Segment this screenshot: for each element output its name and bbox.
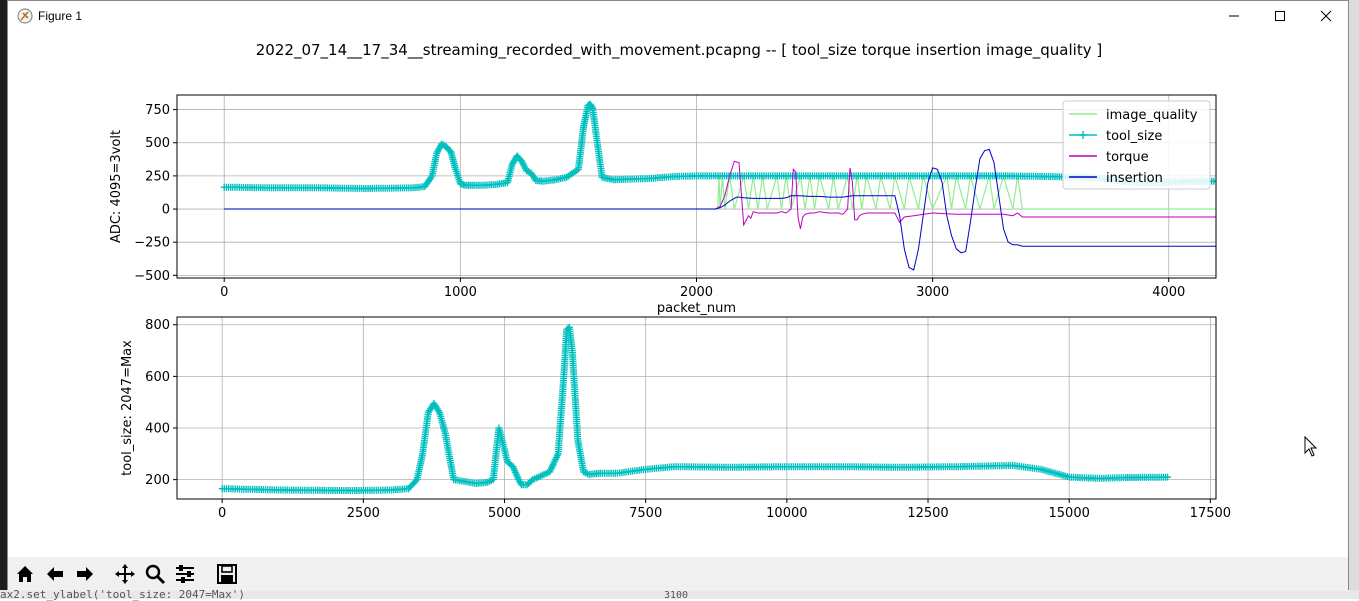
x-tick-label: 17500 xyxy=(1190,506,1231,521)
x-tick-label: 15000 xyxy=(1049,506,1090,521)
back-button[interactable] xyxy=(41,560,69,588)
close-button[interactable] xyxy=(1303,1,1349,31)
y-tick-label: −500 xyxy=(134,269,170,284)
home-icon xyxy=(17,566,33,582)
series-tool-size-marker xyxy=(1210,177,1216,185)
series-tool-size-marker xyxy=(588,103,596,111)
figure-canvas[interactable]: 2022_07_14__17_34__streaming_recorded_wi… xyxy=(8,31,1348,557)
y-tick-label: 800 xyxy=(145,318,170,333)
minimize-icon xyxy=(1229,15,1239,17)
legend-label-insertion: insertion xyxy=(1106,171,1163,186)
y-tick-label: 200 xyxy=(145,473,170,488)
legend-label-torque: torque xyxy=(1106,150,1149,165)
app-icon xyxy=(17,8,33,24)
forward-icon xyxy=(77,567,93,581)
close-icon xyxy=(1320,10,1332,22)
x-tick-label: 1000 xyxy=(444,285,477,300)
axes-bottom-frame xyxy=(176,316,1217,500)
background-editor-strip xyxy=(0,0,7,599)
title-bar[interactable]: Figure 1 xyxy=(8,1,1348,31)
x-tick-label: 5000 xyxy=(488,506,521,521)
configure-button[interactable] xyxy=(171,560,199,588)
pan-button[interactable] xyxy=(111,560,139,588)
y-tick-label: −250 xyxy=(134,236,170,251)
navigation-toolbar xyxy=(8,557,1348,591)
y-tick-label: 500 xyxy=(145,136,170,151)
zoom-icon xyxy=(145,564,166,585)
configure-icon xyxy=(176,565,194,583)
x-tick-label: 10000 xyxy=(766,506,807,521)
window-title: Figure 1 xyxy=(38,9,83,23)
background-code-text: ax2.set_ylabel('tool_size: 2047=Max') xyxy=(0,588,246,601)
y-tick-label: 250 xyxy=(145,169,170,184)
x-tick-label: 7500 xyxy=(629,506,662,521)
axes-top-xlabel: packet_num xyxy=(657,301,736,316)
axes-bottom: 0 2500 5000 7500 10000 12500 15000 17500 200 400 6… xyxy=(120,316,1231,521)
series-tool-size-bottom-markers xyxy=(218,323,1172,494)
x-tick-label: 2500 xyxy=(347,506,380,521)
save-button[interactable] xyxy=(213,560,241,588)
axes-bottom-plot-area xyxy=(218,323,1172,494)
x-tick-label: 12500 xyxy=(907,506,948,521)
legend-label-image_quality: image_quality xyxy=(1106,108,1198,123)
back-icon xyxy=(47,567,63,581)
background-number-text: 3100 xyxy=(664,590,689,601)
home-button[interactable] xyxy=(11,560,39,588)
y-tick-label: 0 xyxy=(162,203,170,218)
background-desktop-edge xyxy=(1349,0,1359,599)
minimize-button[interactable] xyxy=(1211,1,1257,31)
maximize-icon xyxy=(1275,11,1285,21)
figure-suptitle: 2022_07_14__17_34__streaming_recorded_wi… xyxy=(256,41,1102,60)
save-icon xyxy=(217,564,237,584)
axes-bottom-ylabel: tool_size: 2047=Max xyxy=(120,340,135,476)
series-torque-line xyxy=(224,160,1216,229)
x-tick-label: 0 xyxy=(220,285,228,300)
x-tick-label: 0 xyxy=(218,506,226,521)
background-editor-bottom xyxy=(0,590,1359,599)
axes-top-ylabel: ADC: 4095=3volt xyxy=(109,130,124,243)
series-tool-size-bottom-marker xyxy=(1164,473,1172,481)
series-insertion-line xyxy=(224,148,1216,271)
x-tick-label: 4000 xyxy=(1152,285,1185,300)
legend-box xyxy=(1062,100,1211,190)
pan-icon xyxy=(115,564,135,584)
x-tick-label: 2000 xyxy=(680,285,713,300)
figure-window: Figure 1 2022_07_14__17_34__streaming_re… xyxy=(7,0,1349,591)
maximize-button[interactable] xyxy=(1257,1,1303,31)
x-tick-label: 3000 xyxy=(916,285,949,300)
axes-top-frame xyxy=(176,94,1217,279)
y-tick-label: 600 xyxy=(145,370,170,385)
legend-marker-tool-size xyxy=(1079,131,1087,139)
legend-label-tool_size: tool_size xyxy=(1106,129,1162,144)
axes-top: 0 1000 2000 3000 4000 −500 −250 0 250 500 750 packe… xyxy=(109,94,1217,316)
zoom-button[interactable] xyxy=(141,560,169,588)
y-tick-label: 750 xyxy=(145,103,170,118)
y-tick-label: 400 xyxy=(145,422,170,437)
mouse-cursor-icon xyxy=(1304,435,1318,457)
forward-button[interactable] xyxy=(71,560,99,588)
